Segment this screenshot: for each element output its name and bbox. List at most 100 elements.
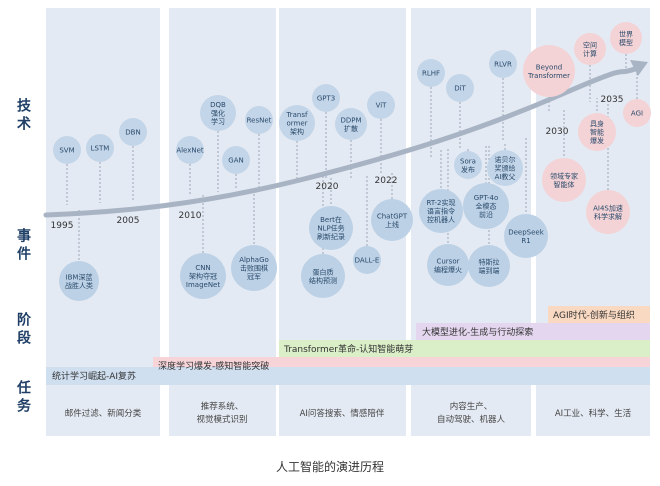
event-node-circle — [504, 214, 548, 258]
tech-node-circle — [86, 134, 114, 162]
row-label-stage: 阶段 — [15, 311, 31, 348]
tech-node-text: Beyond — [536, 63, 562, 71]
tech-node-text: AGI — [631, 110, 643, 118]
event-node-text: 刷新纪录 — [317, 232, 345, 241]
tech-node-circle — [454, 151, 482, 179]
tech-node-circle — [623, 99, 651, 127]
event-node-text: AlphaGo — [239, 256, 269, 264]
task-labels: 邮件过滤、新闻分类 推荐系统、 视觉模式识别 AI问答搜索、情感陪伴 内容生产、… — [65, 401, 632, 425]
year-labels: 1995 2005 2010 2020 2022 2030 2035 — [51, 95, 624, 231]
tech-node-text: 诺贝尔 — [495, 155, 516, 164]
event-node-circle — [180, 253, 226, 299]
tech-node-text: LSTM — [91, 145, 110, 153]
event-node-circle — [586, 190, 630, 234]
tech-node-text: 强化 — [211, 109, 225, 118]
event-node-text: RT-2实现 — [427, 198, 456, 207]
stage-bands: 统计学习崛起-AI复苏 深度学习爆发-感知智能突破 Transformer革命-… — [46, 306, 650, 385]
tech-node-text: 空间 — [583, 40, 597, 49]
tech-node: DiT — [446, 74, 474, 102]
stage-band-3 — [279, 340, 650, 358]
event-node-text: 战胜人类 — [65, 281, 93, 290]
event-node-text: 智能体 — [554, 180, 575, 189]
tech-node: DBN — [119, 118, 147, 146]
event-node-text: 前沿 — [479, 210, 493, 219]
event-node-circle — [427, 244, 469, 286]
row-label-tech: 技术 — [15, 97, 31, 134]
tech-node-text: DiT — [454, 85, 466, 93]
year-label: 2010 — [179, 211, 202, 221]
stage-band-1 — [46, 367, 650, 385]
tech-node: RLHF — [417, 59, 445, 87]
tech-node-text: AlexNet — [176, 147, 204, 155]
stage-label-5: AGI时代-创新与组织 — [553, 309, 635, 321]
year-label: 2030 — [546, 127, 569, 137]
event-node-circle — [301, 254, 345, 298]
stage-label-1: 统计学习崛起-AI复苏 — [52, 370, 136, 382]
tech-node-circle — [176, 136, 204, 164]
event-node-text: 特斯拉 — [479, 257, 500, 266]
tech-node-circle — [487, 150, 523, 186]
tech-node-text: ViT — [376, 102, 388, 110]
event-node-text: 语言指令 — [427, 207, 455, 216]
tech-node-circle — [446, 74, 474, 102]
tech-node-text: 智能 — [590, 128, 604, 137]
event-node-text: ImageNet — [186, 281, 220, 289]
tech-node: GPT3 — [312, 84, 340, 112]
tech-node-text: Sora — [460, 157, 476, 165]
tech-node-circle — [335, 108, 367, 140]
stage-label-4: 大模型进化-生成与行动探索 — [422, 326, 533, 338]
year-label: 1995 — [51, 221, 74, 231]
event-node-text: 冠军 — [247, 273, 261, 281]
year-label: 2035 — [601, 95, 624, 105]
task-label-2-line-2: 视觉模式识别 — [196, 414, 247, 425]
tech-node-text: 奖颁给 — [495, 164, 516, 173]
task-label-5: AI工业、科学、生活 — [555, 408, 632, 419]
tech-node: RLVR — [489, 50, 517, 78]
tech-node-circle — [222, 146, 250, 174]
event-node-text: 科学求解 — [594, 212, 622, 221]
trend-line — [43, 65, 641, 218]
tech-node-text: Transf — [286, 111, 308, 119]
task-label-4-line-2: 自动驾驶、机器人 — [437, 414, 506, 425]
stage-label-3: Transformer革命-认知智能萌芽 — [283, 343, 413, 355]
event-node-text: 端到端 — [479, 266, 500, 275]
tech-node-text: 模型 — [619, 38, 633, 47]
tech-node-circle — [574, 33, 606, 65]
event-node-text: DeepSeek — [508, 228, 545, 236]
tech-node-circle — [578, 113, 616, 151]
event-node-text: 编程爆火 — [434, 265, 462, 274]
event-node-circle — [59, 261, 99, 301]
event-node-circle — [371, 199, 413, 241]
tech-node-circle — [367, 91, 395, 119]
tech-node-circle — [489, 50, 517, 78]
tech-node-text: 具身 — [590, 119, 604, 128]
event-node-text: IBM深蓝 — [66, 272, 93, 281]
event-node-text: 控机器人 — [427, 215, 455, 224]
tech-node-text: GAN — [228, 157, 243, 165]
event-node-text: ChatGPT — [377, 212, 408, 220]
event-node-circle — [231, 245, 277, 291]
year-label: 2005 — [117, 216, 140, 226]
tech-node-text: 爆发 — [590, 136, 604, 145]
stage-band-5 — [548, 306, 650, 324]
event-node-text: AI4S加速 — [593, 203, 623, 212]
tech-node-text: GPT3 — [317, 95, 335, 103]
tech-node-text: Transformer — [527, 72, 570, 80]
event-node-text: 击败围棋 — [240, 264, 268, 273]
tech-node-text: RLHF — [422, 70, 440, 78]
event-node-text: 上线 — [385, 220, 399, 229]
event-node-circle — [353, 246, 381, 274]
tech-node-circle — [279, 105, 315, 141]
tech-node-text: 扩散 — [344, 124, 358, 133]
event-node-text: Cursor — [436, 257, 459, 265]
